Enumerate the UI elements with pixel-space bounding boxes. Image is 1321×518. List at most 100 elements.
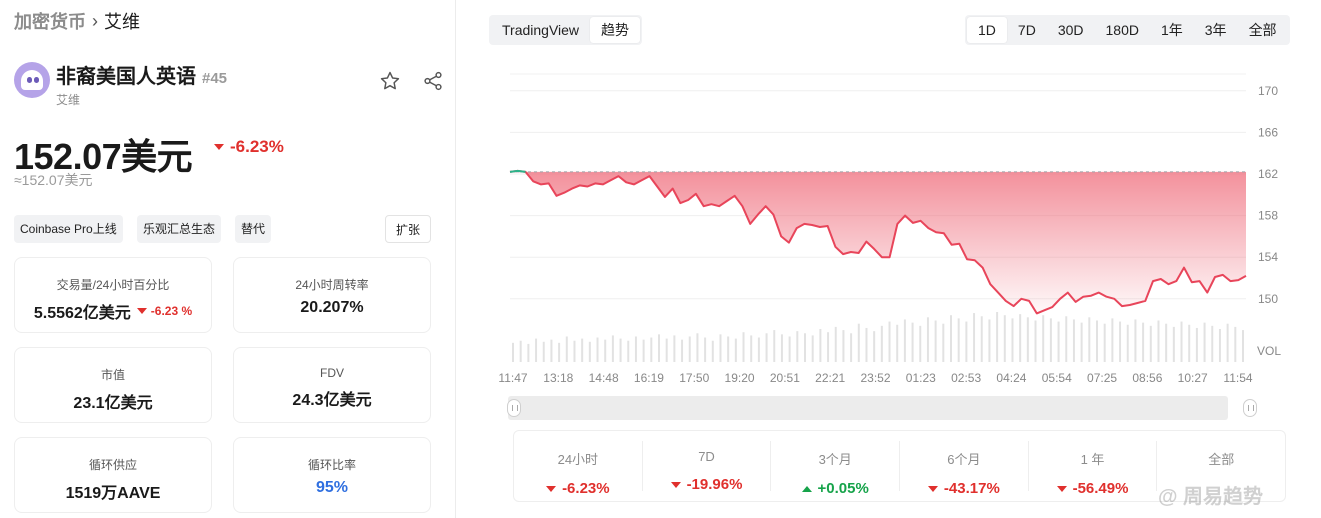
down-arrow-icon (546, 485, 557, 492)
volume-bar (535, 338, 538, 362)
volume-bar (681, 339, 684, 362)
range-1d[interactable]: 1D (967, 17, 1007, 43)
coin-symbol: 艾维 (56, 93, 81, 107)
y-tick-label: 154 (1258, 250, 1278, 264)
volume-bar (742, 332, 745, 362)
volume-bar (658, 334, 660, 362)
volume-bar (634, 336, 637, 362)
range-slider[interactable] (508, 396, 1228, 420)
volume-bar (734, 338, 737, 362)
range-30d[interactable]: 30D (1057, 22, 1084, 38)
volume-bar (988, 319, 991, 362)
volume-bar (727, 336, 730, 362)
range-7d[interactable]: 7D (1017, 22, 1036, 38)
tab-tradingview[interactable]: TradingView (502, 22, 580, 38)
range-1y[interactable]: 1年 (1160, 22, 1183, 38)
volume-bar (888, 321, 891, 362)
volume-bar (1234, 326, 1237, 362)
tag-optimism[interactable]: 乐观汇总生态 (137, 215, 222, 243)
volume-bar (926, 317, 929, 362)
range-3y[interactable]: 3年 (1204, 22, 1227, 38)
volume-bar (696, 333, 699, 362)
volume-bar (1157, 320, 1160, 362)
volume-bar (911, 322, 914, 362)
share-icon[interactable] (420, 68, 446, 94)
stat-card-circ-supply: 循环供应 1519万AAVE (14, 437, 212, 513)
volume-bar (865, 327, 868, 362)
volume-bar (773, 330, 776, 362)
volume-bar (1188, 324, 1191, 362)
stat-label: 循环供应 (88, 458, 137, 472)
x-tick-label: 22:21 (815, 371, 845, 385)
stat-card-market-cap: 市值 23.1亿美元 (14, 347, 212, 423)
tag-coinbase[interactable]: Coinbase Pro上线 (14, 215, 123, 243)
stat-card-fdv: FDV 24.3亿美元 (233, 347, 431, 423)
volume-bar (1142, 322, 1145, 362)
volume-bar (1072, 319, 1075, 362)
perf-label: 6个月 (947, 452, 981, 467)
stat-label: 24小时周转率 (295, 278, 369, 292)
volume-bar (1034, 320, 1037, 362)
x-tick-label: 07:25 (1087, 371, 1117, 385)
stat-label: 市值 (100, 368, 125, 382)
coin-logo-icon (14, 62, 50, 98)
volume-bar (965, 321, 968, 362)
perf-label: 3个月 (818, 452, 852, 467)
volume-bar (857, 323, 860, 362)
performance-bar: 24小时 -6.23% 7D -19.96% 3个月 +0.05% 6个月 -4… (513, 430, 1286, 502)
volume-bar (558, 342, 561, 362)
coin-info-panel: 加密货币 › 艾维 非裔美国人英语 #45 艾维 152.07美元 -6.23% … (0, 0, 456, 518)
range-all[interactable]: 全部 (1248, 22, 1277, 38)
x-tick-label: 05:54 (1042, 371, 1072, 385)
perf-value: -56.49% (1072, 480, 1129, 497)
slider-handle-right[interactable] (1243, 399, 1257, 417)
volume-bar (1195, 327, 1198, 362)
coin-price: 152.07美元 (14, 136, 193, 177)
view-toggle: TradingView 趋势 (489, 15, 643, 45)
range-180d[interactable]: 180D (1105, 22, 1139, 38)
stat-value: 23.1亿美元 (73, 395, 153, 412)
volume-bar (1119, 321, 1122, 362)
volume-bar (973, 313, 976, 362)
chevron-right-icon: › (92, 10, 98, 31)
stat-label: 交易量/24小时百分比 (56, 278, 170, 292)
up-arrow-icon (801, 485, 812, 492)
down-arrow-icon (670, 481, 681, 488)
coin-name: 非裔美国人英语 (56, 66, 196, 88)
volume-bar (1211, 325, 1214, 362)
volume-bar (873, 331, 876, 362)
perf-value: -19.96% (686, 476, 743, 493)
volume-bar (512, 342, 514, 362)
stat-value: 95% (315, 479, 349, 496)
expand-button[interactable]: 扩张 (385, 215, 431, 243)
breadcrumb-root[interactable]: 加密货币 (14, 12, 86, 32)
volume-bar (942, 323, 945, 362)
perf-label: 7D (698, 449, 715, 464)
tab-trend[interactable]: 趋势 (590, 17, 641, 43)
tag-alternative[interactable]: 替代 (235, 215, 272, 243)
perf-label: 全部 (1208, 452, 1235, 467)
volume-bar (950, 315, 952, 362)
x-tick-label: 04:24 (996, 371, 1026, 385)
volume-bar (550, 339, 553, 362)
price-change-value: -6.23% (230, 137, 284, 156)
price-change: -6.23% (214, 137, 284, 157)
price-chart[interactable]: 170 166 162 158 154 150 VOL 11:47 13:18 14:48 16:… (490, 60, 1290, 390)
x-tick-label: 23:52 (860, 371, 890, 385)
volume-bar (665, 338, 668, 362)
star-icon[interactable] (377, 68, 403, 94)
volume-bar (1057, 321, 1060, 362)
volume-bar (581, 338, 584, 362)
breadcrumb-current: 艾维 (104, 12, 140, 32)
volume-bar (1165, 323, 1168, 362)
volume-bar (596, 337, 599, 362)
slider-handle-left[interactable] (507, 399, 521, 417)
stat-label: FDV (320, 366, 344, 380)
volume-bar (1103, 323, 1106, 362)
volume-bar (1242, 330, 1244, 362)
y-tick-label: 150 (1258, 292, 1278, 306)
x-tick-label: 08:56 (1132, 371, 1162, 385)
volume-bar (1172, 326, 1175, 362)
volume-bar (719, 334, 722, 362)
stat-label: 循环比率 (307, 458, 356, 472)
